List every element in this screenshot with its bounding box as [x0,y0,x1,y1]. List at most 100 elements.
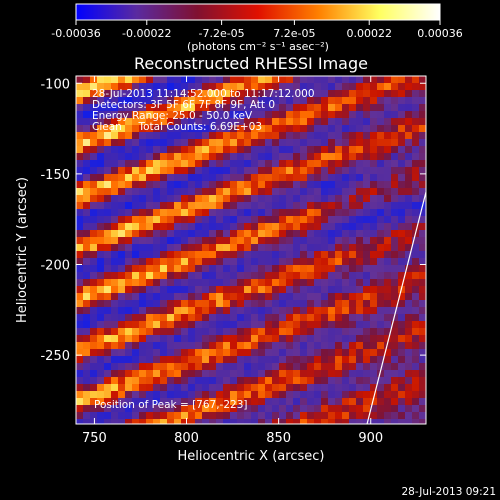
heatmap-cell [188,132,196,140]
heatmap-cell [90,286,98,294]
heatmap-cell [258,377,266,385]
heatmap-cell [377,314,385,322]
heatmap-cell [391,90,399,98]
heatmap-cell [307,237,315,245]
heatmap-cell [258,188,266,196]
heatmap-cell [76,167,84,175]
heatmap-cell [132,244,140,252]
heatmap-cell [118,209,126,217]
heatmap-cell [342,251,350,259]
heatmap-cell [419,97,426,105]
heatmap-cell [279,258,287,266]
heatmap-cell [321,405,329,413]
heatmap-cell [209,125,217,133]
heatmap-cell [356,125,364,133]
heatmap-cell [111,356,119,364]
heatmap-cell [258,363,266,371]
heatmap-cell [216,139,224,147]
heatmap-cell [286,419,294,424]
heatmap-cell [377,153,385,161]
heatmap-cell [356,188,364,196]
heatmap-cell [244,244,252,252]
heatmap-cell [76,258,84,266]
heatmap-cell [265,293,273,301]
heatmap-cell [104,377,112,385]
heatmap-cell [258,83,266,91]
heatmap-cell [405,195,413,203]
heatmap-cell [286,195,294,203]
heatmap-cell [118,370,126,378]
heatmap-cell [216,286,224,294]
heatmap-cell [209,293,217,301]
heatmap-cell [97,307,105,315]
heatmap-cell [293,286,301,294]
heatmap-cell [146,314,154,322]
heatmap-cell [412,314,420,322]
heatmap-cell [251,244,259,252]
heatmap-cell [363,307,371,315]
heatmap-cell [293,139,301,147]
heatmap-cell [328,265,336,273]
heatmap-cell [328,419,336,424]
heatmap-cell [244,125,252,133]
heatmap-cell [223,223,231,231]
heatmap-cell [391,209,399,217]
heatmap-cell [370,83,378,91]
heatmap-cell [174,244,182,252]
heatmap-cell [146,391,154,399]
heatmap-cell [328,202,336,210]
heatmap-cell [272,405,280,413]
heatmap-cell [419,363,426,371]
heatmap-cell [384,349,392,357]
heatmap-cell [398,153,406,161]
heatmap-cell [174,286,182,294]
heatmap-cell [384,216,392,224]
heatmap-cell [272,265,280,273]
heatmap-cell [335,139,343,147]
heatmap-cell [132,300,140,308]
heatmap-cell [97,104,105,112]
heatmap-cell [307,132,315,140]
heatmap-cell [132,174,140,182]
heatmap-cell [76,209,84,217]
heatmap-cell [83,293,91,301]
heatmap-cell [111,97,119,105]
heatmap-cell [146,132,154,140]
heatmap-cell [363,244,371,252]
heatmap-cell [342,125,350,133]
heatmap-cell [384,181,392,189]
heatmap-cell [230,195,238,203]
heatmap-cell [265,76,273,84]
heatmap-cell [419,419,426,424]
heatmap-cell [251,363,259,371]
heatmap-cell [181,370,189,378]
heatmap-cell [111,349,119,357]
heatmap-cell [230,209,238,217]
heatmap-cell [251,97,259,105]
heatmap-cell [167,223,175,231]
heatmap-cell [202,244,210,252]
heatmap-cell [90,293,98,301]
heatmap-cell [265,314,273,322]
heatmap-cell [307,188,315,196]
heatmap-cell [139,97,147,105]
heatmap-cell [167,384,175,392]
heatmap-cell [265,328,273,336]
heatmap-cell [356,286,364,294]
heatmap-cell [293,258,301,266]
heatmap-cell [216,258,224,266]
heatmap-cell [244,265,252,273]
heatmap-cell [237,223,245,231]
heatmap-cell [104,174,112,182]
heatmap-cell [391,328,399,336]
heatmap-cell [181,286,189,294]
heatmap-cell [188,377,196,385]
heatmap-cell [412,237,420,245]
heatmap-cell [314,104,322,112]
chart-title: Reconstructed RHESSI Image [134,54,368,73]
heatmap-cell [412,398,420,406]
heatmap-cell [377,83,385,91]
heatmap-cell [146,321,154,329]
heatmap-cell [258,286,266,294]
heatmap-cell [384,314,392,322]
